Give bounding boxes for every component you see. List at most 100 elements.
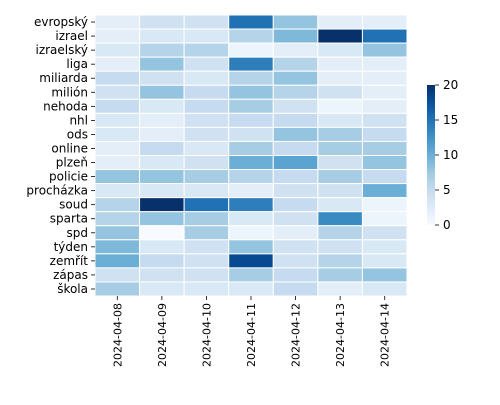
heatmap-cell-sparta-2024-04-09 xyxy=(139,211,185,227)
heatmap-cell-nehoda-2024-04-11 xyxy=(228,98,274,114)
heatmap-cell-policie-2024-04-11 xyxy=(228,169,274,185)
heatmap-cell-izraelský-2024-04-14 xyxy=(361,42,408,58)
heatmap-cell-procházka-2024-04-12 xyxy=(272,183,319,199)
heatmap-cell-izrael-2024-04-11 xyxy=(228,28,274,44)
heatmap-cell-plzeň-2024-04-14 xyxy=(361,155,408,171)
colorbar-tick-label-5: 5 xyxy=(443,183,451,197)
heatmap-cell-týden-2024-04-09 xyxy=(139,239,185,255)
y-tick-label-zemřít: zemřít xyxy=(50,254,89,268)
y-tick-label-izraelský: izraelský xyxy=(35,43,88,57)
heatmap-cell-izraelský-2024-04-12 xyxy=(272,42,319,58)
heatmap-cell-policie-2024-04-08 xyxy=(94,169,141,185)
heatmap-cell-zápas-2024-04-14 xyxy=(361,267,408,283)
heatmap-cell-izrael-2024-04-14 xyxy=(361,28,408,44)
heatmap-cell-izraelský-2024-04-13 xyxy=(317,42,363,58)
heatmap-cell-soud-2024-04-11 xyxy=(228,197,274,213)
heatmap-cell-zápas-2024-04-08 xyxy=(94,267,141,283)
heatmap-cell-izraelský-2024-04-08 xyxy=(94,42,141,58)
heatmap-cell-izrael-2024-04-09 xyxy=(139,28,185,44)
heatmap-cell-plzeň-2024-04-08 xyxy=(94,155,141,171)
heatmap-cell-soud-2024-04-14 xyxy=(361,197,408,213)
heatmap-cell-soud-2024-04-08 xyxy=(94,197,141,213)
heatmap-cell-zemřít-2024-04-13 xyxy=(317,253,363,269)
heatmap-cell-zemřít-2024-04-09 xyxy=(139,253,185,269)
heatmap-cell-ods-2024-04-09 xyxy=(139,126,185,142)
heatmap-cell-nehoda-2024-04-12 xyxy=(272,98,319,114)
heatmap-cell-spd-2024-04-10 xyxy=(183,225,230,241)
heatmap-cell-policie-2024-04-10 xyxy=(183,169,230,185)
y-tick-labels: evropskýizraelizraelskýligamiliardamilió… xyxy=(26,15,95,296)
x-tick-label-2024-04-11: 2024-04-11 xyxy=(245,303,258,367)
x-tick-label-2024-04-08: 2024-04-08 xyxy=(111,303,124,367)
heatmap-cell-policie-2024-04-14 xyxy=(361,169,408,185)
heatmap-cell-spd-2024-04-14 xyxy=(361,225,408,241)
y-tick-label-sparta: sparta xyxy=(50,212,88,226)
heatmap-cell-týden-2024-04-14 xyxy=(361,239,408,255)
heatmap-cell-soud-2024-04-09 xyxy=(139,197,185,213)
heatmap-cell-ods-2024-04-08 xyxy=(94,126,141,142)
x-tick-label-2024-04-13: 2024-04-13 xyxy=(334,303,347,367)
heatmap-cell-milión-2024-04-08 xyxy=(94,84,141,100)
heatmap-cell-evropský-2024-04-09 xyxy=(139,14,185,30)
x-tick-label-2024-04-09: 2024-04-09 xyxy=(156,303,169,367)
heatmap-cell-miliarda-2024-04-09 xyxy=(139,70,185,86)
heatmap-cell-zápas-2024-04-12 xyxy=(272,267,319,283)
heatmap-cell-nhl-2024-04-12 xyxy=(272,112,319,128)
heatmap-cell-ods-2024-04-11 xyxy=(228,126,274,142)
colorbar-tick-label-10: 10 xyxy=(443,148,458,162)
colorbar: 0 5 10 15 20 xyxy=(427,78,458,232)
heatmap-cell-izrael-2024-04-10 xyxy=(183,28,230,44)
heatmap-cell-online-2024-04-09 xyxy=(139,140,185,156)
heatmap-cell-miliarda-2024-04-13 xyxy=(317,70,363,86)
y-tick-label-online: online xyxy=(51,141,88,155)
heatmap-cell-sparta-2024-04-08 xyxy=(94,211,141,227)
y-tick-label-policie: policie xyxy=(49,170,88,184)
y-tick-label-škola: škola xyxy=(57,282,88,296)
heatmap-cell-milión-2024-04-14 xyxy=(361,84,408,100)
heatmap-cell-spd-2024-04-09 xyxy=(139,225,185,241)
heatmap-cell-miliarda-2024-04-11 xyxy=(228,70,274,86)
y-tick-label-miliarda: miliarda xyxy=(39,71,88,85)
heatmap-cell-milión-2024-04-10 xyxy=(183,84,230,100)
heatmap-cell-milión-2024-04-09 xyxy=(139,84,185,100)
heatmap-cell-nehoda-2024-04-13 xyxy=(317,98,363,114)
y-tick-label-zápas: zápas xyxy=(53,268,88,282)
heatmap-cell-zápas-2024-04-11 xyxy=(228,267,274,283)
heatmap-cell-sparta-2024-04-14 xyxy=(361,211,408,227)
heatmap-cell-izrael-2024-04-08 xyxy=(94,28,141,44)
y-tick-label-procházka: procházka xyxy=(26,184,88,198)
heatmap-cell-liga-2024-04-13 xyxy=(317,56,363,72)
heatmap-cell-spd-2024-04-11 xyxy=(228,225,274,241)
y-tick-label-nhl: nhl xyxy=(69,113,88,127)
heatmap-cell-škola-2024-04-11 xyxy=(228,281,274,297)
heatmap-cell-spd-2024-04-08 xyxy=(94,225,141,241)
heatmap-cell-procházka-2024-04-13 xyxy=(317,183,363,199)
heatmap-cell-plzeň-2024-04-10 xyxy=(183,155,230,171)
heatmap-cell-zemřít-2024-04-11 xyxy=(228,253,274,269)
heatmap-cell-procházka-2024-04-09 xyxy=(139,183,185,199)
heatmap-cell-liga-2024-04-09 xyxy=(139,56,185,72)
heatmap-cell-procházka-2024-04-11 xyxy=(228,183,274,199)
heatmap-cell-izrael-2024-04-12 xyxy=(272,28,319,44)
heatmap-cell-týden-2024-04-11 xyxy=(228,239,274,255)
heatmap-cell-zápas-2024-04-09 xyxy=(139,267,185,283)
heatmap-cell-nehoda-2024-04-08 xyxy=(94,98,141,114)
heatmap-cell-škola-2024-04-10 xyxy=(183,281,230,297)
heatmap-cell-zemřít-2024-04-12 xyxy=(272,253,319,269)
heatmap-cell-liga-2024-04-08 xyxy=(94,56,141,72)
heatmap-cells xyxy=(94,14,408,297)
heatmap-cell-škola-2024-04-12 xyxy=(272,281,319,297)
x-tick-label-2024-04-14: 2024-04-14 xyxy=(379,303,392,367)
heatmap-cell-plzeň-2024-04-11 xyxy=(228,155,274,171)
x-tick-label-2024-04-12: 2024-04-12 xyxy=(290,303,303,367)
heatmap-cell-škola-2024-04-09 xyxy=(139,281,185,297)
heatmap-cell-ods-2024-04-12 xyxy=(272,126,319,142)
heatmap-cell-liga-2024-04-10 xyxy=(183,56,230,72)
heatmap-cell-evropský-2024-04-14 xyxy=(361,14,408,30)
heatmap-cell-zápas-2024-04-13 xyxy=(317,267,363,283)
colorbar-tick-label-0: 0 xyxy=(443,218,451,232)
heatmap-cell-miliarda-2024-04-10 xyxy=(183,70,230,86)
heatmap-cell-miliarda-2024-04-14 xyxy=(361,70,408,86)
heatmap-cell-ods-2024-04-13 xyxy=(317,126,363,142)
